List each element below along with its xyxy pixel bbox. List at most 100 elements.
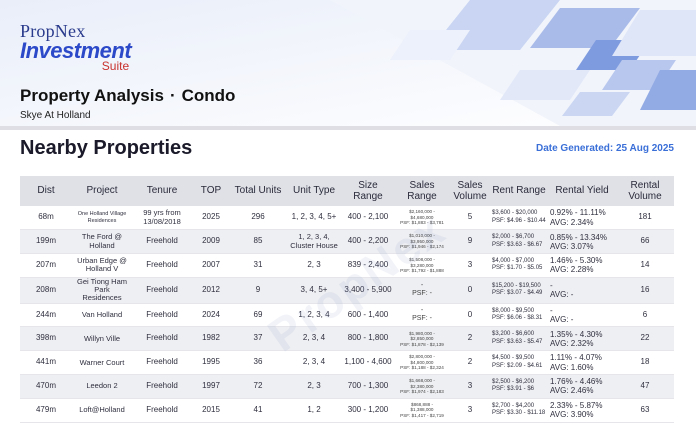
cell-rental-volume: 66 (616, 229, 674, 255)
cell-rent-range: $3,600 - $20,000 PSF: $4.96 - $10.44 (490, 206, 548, 231)
cell-sales-volume: 0 (450, 277, 490, 304)
table-row: 207m Urban Edge @ Holland V Freehold 2007 31… (20, 253, 674, 278)
rental-yield-line: AVG: 2.46% (550, 386, 594, 396)
rental-yield-line: AVG: 2.32% (550, 338, 594, 348)
sales-range-line: $2,800,000 - (409, 354, 435, 360)
cell-total-units: 85 (230, 229, 286, 255)
cell-sales-volume: 3 (450, 374, 490, 399)
cell-rent-range: $2,000 - $6,700 PSF: $3.63 - $6.67 (490, 229, 548, 255)
page-title-right: Condo (181, 86, 236, 105)
rental-yield-line: AVG: 2.34% (550, 217, 594, 227)
sales-range-line: PSF: $1,974 - $2,183 (400, 389, 444, 395)
cell-project: One Holland Village Residences (72, 206, 132, 231)
table-row: 68m One Holland Village Residences 99 yrs … (20, 206, 674, 231)
cell-rent-range: $2,500 - $6,200 PSF: $3.91 - $6 (490, 374, 548, 399)
cell-rental-volume: 47 (616, 374, 674, 399)
sales-range-line: - (420, 281, 424, 289)
sales-range-line: $3,950,000 (410, 238, 434, 244)
rent-range-line: PSF: $3.63 - $5.47 (492, 338, 543, 345)
cell-project: Gei Tiong Ham Park Residences (72, 277, 132, 304)
cell-size-range: 839 - 2,400 (342, 253, 394, 278)
cell-top: 2015 (192, 398, 230, 423)
cell-distance: 208m (20, 277, 72, 304)
rental-yield-line: AVG: 2.28% (550, 265, 594, 275)
cell-rental-yield: - AVG: - (548, 277, 616, 304)
cell-rent-range: $3,200 - $6,600 PSF: $3.63 - $5.47 (490, 326, 548, 352)
table-row: 470m Leedon 2 Freehold 1997 72 2, 3 700 - 1,30… (20, 374, 674, 399)
cell-total-units: 72 (230, 374, 286, 399)
cell-rental-volume: 6 (616, 303, 674, 328)
cell-unit-type: 1, 2 (286, 398, 342, 423)
rental-yield-line: 0.92% - 11.11% (550, 208, 606, 218)
cell-unit-type: 2, 3 (286, 374, 342, 399)
rental-yield-line: AVG: 3.07% (550, 241, 594, 251)
cell-total-units: 41 (230, 398, 286, 423)
column-header: Dist (20, 176, 72, 206)
cell-sales-range: - PSF: - (394, 303, 450, 328)
cell-top: 2025 (192, 206, 230, 231)
cell-sales-range: - PSF: - (394, 277, 450, 304)
rent-range-line: PSF: $2.09 - $4.61 (492, 362, 543, 369)
cell-rental-yield: 1.35% - 4.30% AVG: 2.32% (548, 326, 616, 352)
cell-rent-range: $8,000 - $9,500 PSF: $6.06 - $8.31 (490, 303, 548, 328)
cell-size-range: 400 - 2,200 (342, 229, 394, 255)
cell-rent-range: $15,200 - $19,500 PSF: $3.07 - $4.49 (490, 277, 548, 304)
rental-yield-line: 1.76% - 4.46% (550, 377, 603, 387)
column-header: Size Range (342, 176, 394, 206)
cell-unit-type: 1, 2, 3, 4, 5+ (286, 206, 342, 231)
cell-top: 2007 (192, 253, 230, 278)
cell-sales-range: $1,980,000 - $2,850,000 PSF: $1,878 - $2,1… (394, 326, 450, 352)
rental-yield-line: AVG: 3.90% (550, 410, 594, 420)
sales-range-line: PSF: $1,946 - $2,174 (400, 244, 444, 250)
rent-range-line: $15,200 - $19,500 (492, 282, 541, 289)
table-row: 479m Loft@Holland Freehold 2015 41 1, 2 300 - … (20, 398, 674, 423)
cell-rent-range: $4,000 - $7,000 PSF: $1.70 - $5.05 (490, 253, 548, 278)
column-header: Rental Yield (548, 176, 616, 206)
sales-range-line: PSF: - (412, 315, 432, 323)
cell-tenure: Freehold (132, 350, 192, 376)
sales-range-line: $2,850,000 (410, 336, 434, 342)
sales-range-line: - (420, 306, 424, 314)
column-header: Project (72, 176, 132, 206)
cell-unit-type: 2, 3 (286, 253, 342, 278)
cell-rental-yield: 0.85% - 13.34% AVG: 3.07% (548, 229, 616, 255)
cell-total-units: 69 (230, 303, 286, 328)
cell-distance: 199m (20, 229, 72, 255)
rent-range-line: $3,200 - $6,600 (492, 331, 535, 338)
cell-tenure: Freehold (132, 277, 192, 304)
date-generated: Date Generated: 25 Aug 2025 (535, 143, 674, 154)
cell-rental-volume: 14 (616, 253, 674, 278)
rental-yield-line: 2.33% - 5.87% (550, 401, 603, 411)
cell-rental-volume: 18 (616, 350, 674, 376)
title-separator: · (169, 86, 176, 105)
cell-sales-volume: 3 (450, 398, 490, 423)
header-divider (0, 126, 696, 130)
cell-rental-volume: 16 (616, 277, 674, 304)
page-title-left: Property Analysis (20, 86, 164, 105)
cell-total-units: 36 (230, 350, 286, 376)
cell-rental-yield: 1.46% - 5.30% AVG: 2.28% (548, 253, 616, 278)
sales-range-line: $1,508,000 - (409, 257, 435, 263)
cell-project: Urban Edge @ Holland V (72, 253, 132, 278)
cell-distance: 398m (20, 326, 72, 352)
rent-range-line: $2,000 - $6,700 (492, 234, 535, 241)
column-header: Unit Type (286, 176, 342, 206)
section-title: Nearby Properties (20, 137, 193, 159)
cell-total-units: 37 (230, 326, 286, 352)
rent-range-line: $4,500 - $9,500 (492, 355, 535, 362)
logo-brand-text: PropNex (20, 21, 86, 41)
cell-unit-type: 1, 2, 3, 4 (286, 303, 342, 328)
sales-range-line: PSF: $1,417 - $2,719 (400, 412, 444, 418)
cell-sales-range: $2,160,000 - $4,680,000 PSF: $1,883 - $3,7… (394, 206, 450, 231)
sales-range-line: $1,010,000 - (409, 233, 435, 239)
rent-range-line: $2,700 - $4,200 (492, 402, 535, 409)
cell-distance: 207m (20, 253, 72, 278)
cell-top: 1982 (192, 326, 230, 352)
column-header: Total Units (230, 176, 286, 206)
cell-rental-yield: 2.33% - 5.87% AVG: 3.90% (548, 398, 616, 423)
cell-total-units: 9 (230, 277, 286, 304)
report-header: PropNex Investment Suite Property Analys… (0, 0, 696, 126)
table-row: 441m Warner Court Freehold 1995 36 2, 3, 4 1,1… (20, 350, 674, 376)
sales-range-line: $3,280,000 (410, 262, 434, 268)
